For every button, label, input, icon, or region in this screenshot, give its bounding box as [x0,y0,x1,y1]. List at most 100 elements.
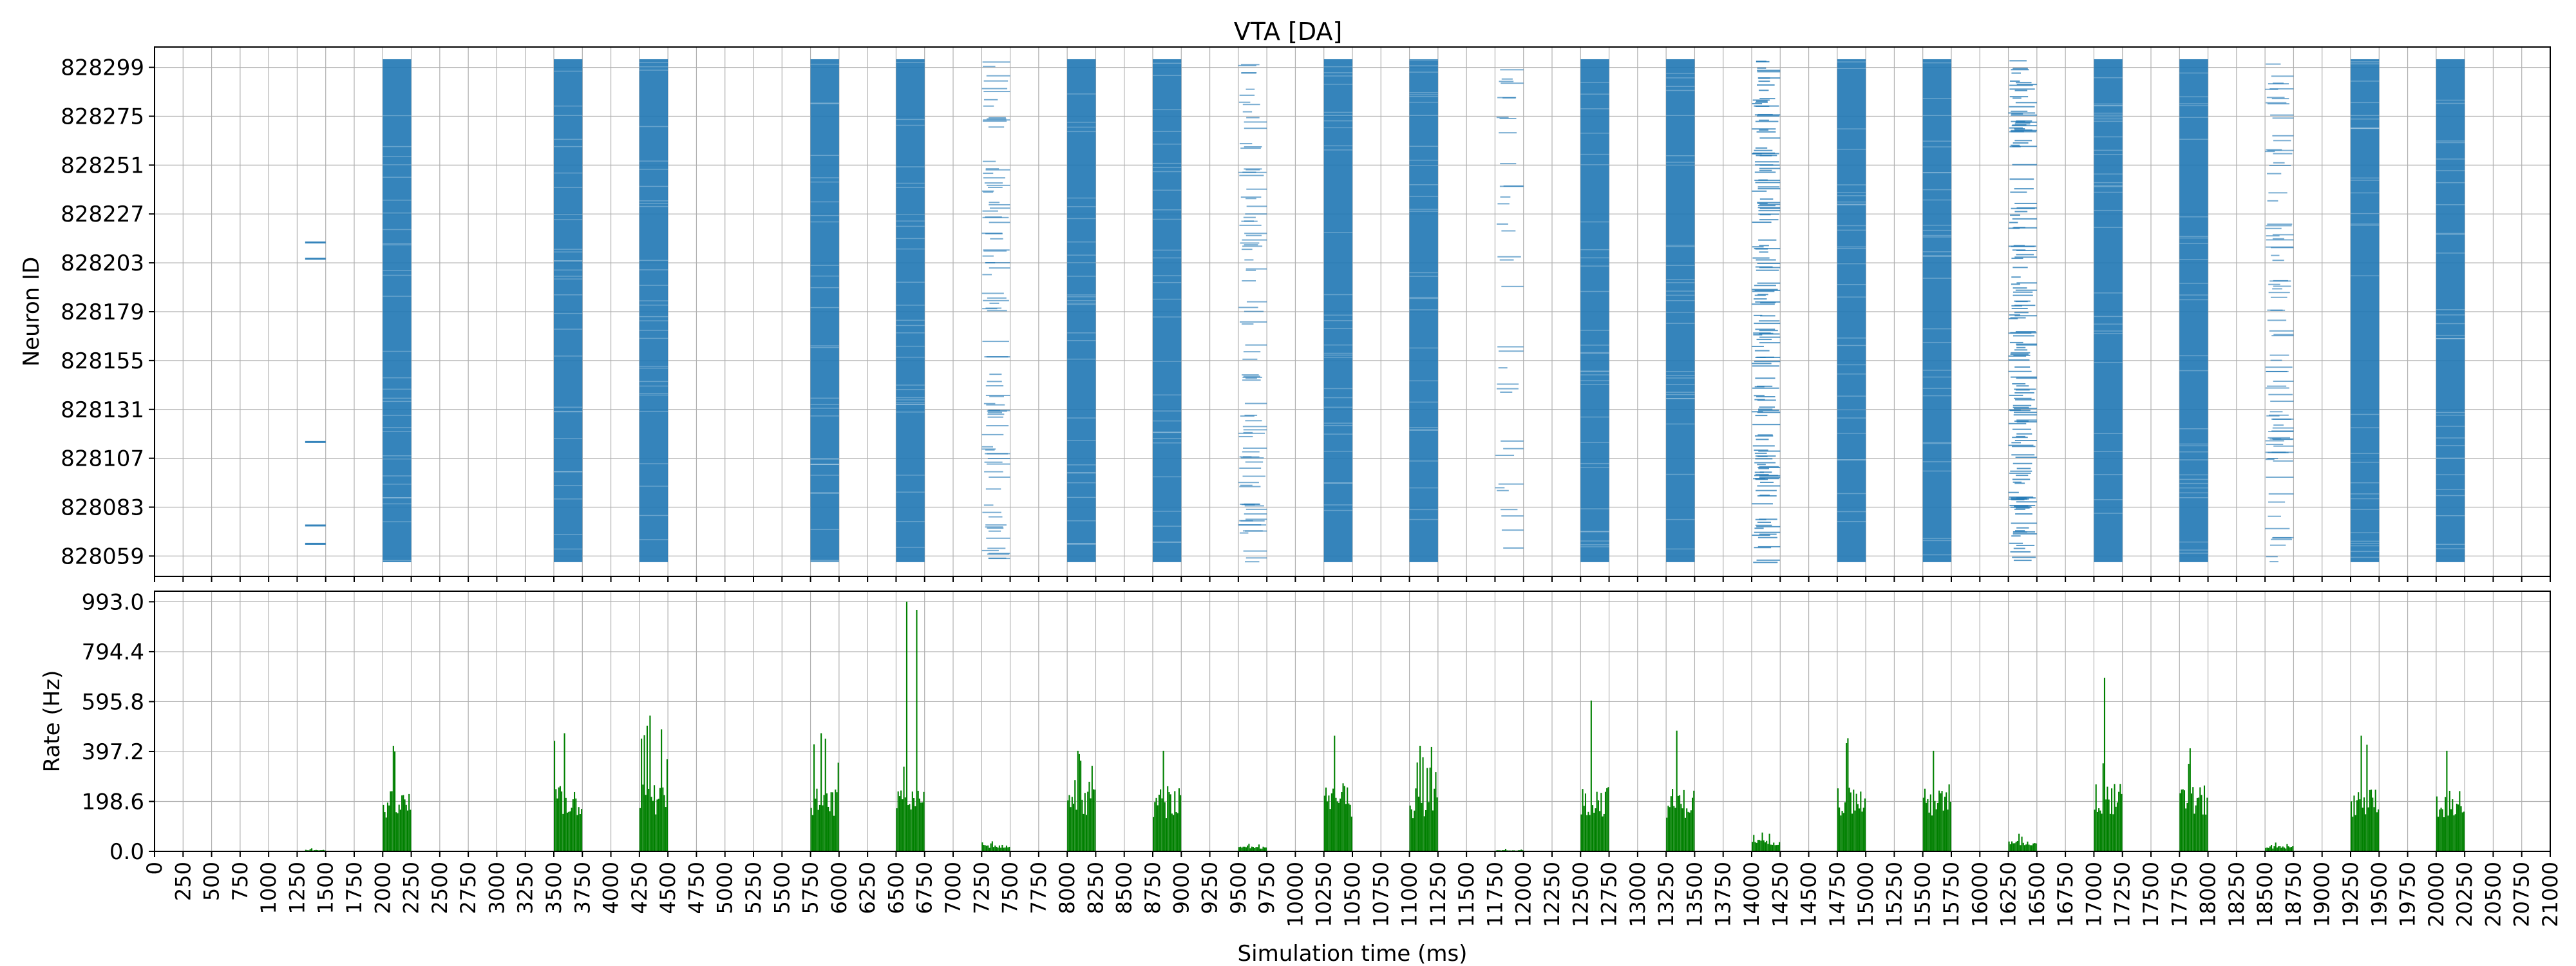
raster-spike-row [1759,98,1776,100]
raster-burst-texture [383,164,412,166]
raster-spike-row [2014,412,2037,413]
raster-spike-row [1242,358,1258,360]
rate-bar [1681,808,1683,851]
raster-burst-texture [383,427,412,428]
raster-plot-frame [154,46,2551,577]
raster-burst-texture [1153,162,1182,164]
raster-burst-texture [1837,409,1866,411]
raster-spike-row [2013,245,2025,247]
raster-burst-texture [2436,314,2465,316]
raster-spike-row [1242,426,1267,428]
raster-burst-texture [1580,82,1609,83]
raster-spike-row [2014,506,2031,508]
raster-spike-row [2015,121,2031,123]
raster-burst-texture [1323,450,1352,452]
rate-bar [1929,794,1931,851]
raster-spike-row [305,242,326,244]
rate-bar [645,795,647,851]
raster-burst-texture [810,493,839,494]
rate-bar [1171,813,1173,851]
raster-burst-texture [554,485,583,486]
rate-bar [1757,840,1759,851]
rate-bar [1520,849,1522,851]
raster-burst-texture [1837,192,1866,194]
raster-spike-row [1754,547,1772,549]
rate-bar [2351,801,2353,851]
raster-spike-row [2267,103,2289,105]
raster-y-tick-label: 828107 [61,446,144,472]
raster-burst-texture [1153,131,1182,132]
raster-spike-row [1244,220,1255,222]
rate-bar [391,791,393,851]
raster-burst-texture [1580,462,1609,464]
rate-bar [1857,804,1859,851]
raster-spike-row [2014,482,2025,484]
rate-bar [983,845,985,851]
raster-spike-row [2270,296,2287,298]
raster-burst-texture [896,213,925,215]
raster-y-tick-label: 828227 [61,202,144,227]
raster-burst-texture [2436,437,2465,439]
raster-spike-row [1757,262,1781,264]
rate-bar [1426,768,1428,851]
rate-x-tick-label: 500 [200,862,224,901]
raster-burst-texture [2351,556,2380,558]
raster-burst-texture [383,274,412,276]
raster-spike-row [2014,349,2028,351]
raster-burst-texture [2351,63,2380,64]
raster-burst-texture [1580,544,1609,545]
rate-x-tick-label: 13250 [1654,862,1678,927]
raster-spike-row [2012,437,2028,439]
raster-burst-texture [2179,138,2208,140]
raster-spike-row [1759,207,1781,209]
rate-bar [571,808,573,851]
raster-spike-row [2016,475,2029,477]
raster-spike-row [2266,235,2280,237]
raster-spike-row [1754,323,1781,325]
rate-bar [1693,790,1695,851]
raster-spike-row [2012,428,2032,430]
raster-burst-texture [896,182,925,184]
raster-spike-row [2269,164,2291,166]
raster-spike-row [1759,342,1781,344]
raster-y-tick-label: 828131 [61,397,144,423]
raster-burst-texture [1666,473,1695,475]
rate-bar [2376,812,2378,851]
raster-burst-texture [1323,111,1352,113]
raster-spike-row [2265,366,2293,368]
raster-spike-row [2009,542,2023,544]
raster-burst-texture [2436,170,2465,171]
raster-burst-texture [2436,495,2465,497]
rate-bar [404,799,406,851]
rate-bar [2009,844,2011,851]
rate-bar [985,846,988,851]
raster-burst-texture [1837,263,1866,265]
rate-x-tick-label: 13750 [1711,862,1736,927]
raster-burst-texture [1580,546,1609,547]
rate-bar [1846,743,1848,851]
rate-bar [1937,802,1938,851]
raster-burst-texture [1580,265,1609,267]
rate-bar [2192,787,2194,851]
rate-bar [1340,799,1341,851]
rate-bar [1157,805,1159,851]
rate-bar [1070,807,1072,851]
rate-bar [1412,818,1414,851]
raster-spike-row [2271,335,2294,337]
raster-burst-texture [2094,136,2123,138]
raster-spike-row [984,182,1003,184]
rate-bar [2280,848,2282,851]
raster-burst-texture [639,62,668,63]
raster-burst-texture [2179,443,2208,445]
raster-spike-row [1758,450,1781,452]
rate-bar [831,792,833,851]
raster-burst-texture [2436,99,2465,101]
rate-bar [2206,797,2208,851]
raster-spike-row [1501,78,1513,80]
raster-burst-texture [1067,296,1096,298]
raster-spike-row [305,542,326,545]
rate-bar [816,788,818,851]
rate-bar [1342,783,1344,851]
raster-burst-texture [1067,472,1096,474]
raster-spike-row [983,299,1009,301]
